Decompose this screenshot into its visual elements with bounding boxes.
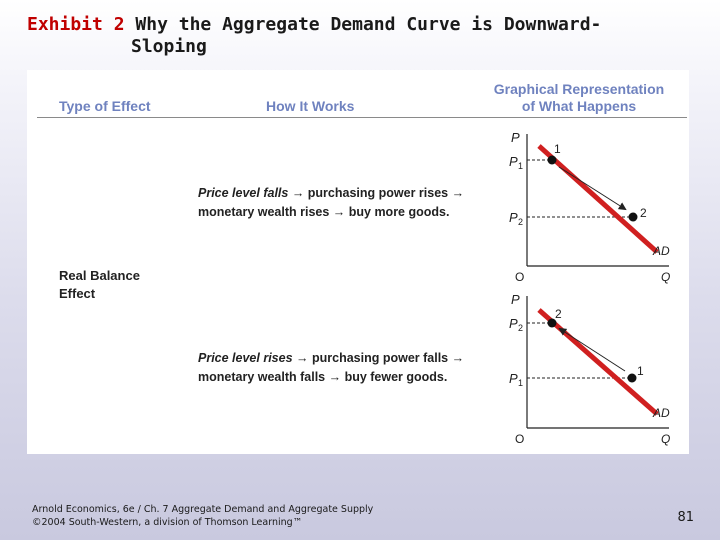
movement-arrow bbox=[558, 166, 627, 211]
point-2-label: 2 bbox=[640, 206, 647, 220]
point-2 bbox=[628, 212, 638, 222]
header-type-of-effect: Type of Effect bbox=[59, 98, 151, 114]
upper-price-label: P bbox=[509, 316, 518, 331]
lower-price-label: P bbox=[509, 371, 518, 386]
movement-arrow bbox=[558, 327, 626, 372]
ad-label: AD bbox=[652, 406, 670, 420]
header-divider bbox=[37, 117, 687, 118]
title-line1: Why the Aggregate Demand Curve is Downwa… bbox=[135, 14, 602, 35]
point-2-label: 2 bbox=[555, 307, 562, 321]
graph-price-rises-svg: P P 2 P 1 2 1 AD O Q bbox=[509, 292, 670, 446]
origin-label: O bbox=[515, 432, 524, 446]
how-rises-rest: → purchasing power falls → bbox=[292, 351, 465, 365]
footer-line1: Arnold Economics, 6e / Ch. 7 Aggregate D… bbox=[32, 504, 374, 515]
upper-price-label: P bbox=[509, 154, 518, 169]
x-axis-label: Q bbox=[661, 432, 670, 446]
lower-price-sub: 1 bbox=[518, 378, 523, 388]
x-axis-label: Q bbox=[661, 270, 670, 284]
graph-price-falls-svg: P P 1 P 2 1 2 AD O Q bbox=[509, 130, 670, 284]
point-1 bbox=[627, 373, 637, 383]
footer-line2: ©2004 South-Western, a division of Thoms… bbox=[32, 517, 303, 528]
how-it-works-falls: Price level falls → purchasing power ris… bbox=[198, 184, 488, 222]
exhibit-panel: Type of Effect How It Works Graphical Re… bbox=[27, 70, 689, 454]
graph-price-falls: P P 1 P 2 1 2 AD O Q bbox=[497, 128, 677, 288]
header-graph-line1: Graphical Representation bbox=[493, 81, 665, 97]
y-axis-label: P bbox=[511, 130, 520, 145]
header-graph-line2: of What Happens bbox=[521, 98, 637, 114]
how-rises-italic: Price level rises bbox=[198, 351, 293, 365]
title-line2: Sloping bbox=[131, 36, 207, 57]
how-it-works-rises: Price level rises → purchasing power fal… bbox=[198, 349, 488, 387]
how-falls-line2: monetary wealth rises → buy more goods. bbox=[198, 205, 450, 219]
graph-price-rises: P P 2 P 1 2 1 AD O Q bbox=[497, 290, 677, 450]
effect-line1: Real Balance bbox=[59, 268, 140, 283]
upper-price-sub: 2 bbox=[518, 323, 523, 333]
lower-price-label: P bbox=[509, 210, 518, 225]
effect-name: Real Balance Effect bbox=[59, 267, 140, 303]
how-falls-rest: → purchasing power rises → bbox=[288, 186, 465, 200]
page-number: 81 bbox=[677, 510, 694, 525]
lower-price-sub: 2 bbox=[518, 217, 523, 227]
ad-curve bbox=[537, 144, 659, 254]
y-axis-label: P bbox=[511, 292, 520, 307]
origin-label: O bbox=[515, 270, 524, 284]
point-1-label: 1 bbox=[637, 364, 644, 378]
slide-footer: Arnold Economics, 6e / Ch. 7 Aggregate D… bbox=[32, 503, 373, 529]
ad-curve bbox=[537, 308, 659, 416]
how-falls-italic: Price level falls bbox=[198, 186, 289, 200]
point-1 bbox=[547, 155, 557, 165]
point-1-label: 1 bbox=[554, 142, 561, 156]
ad-label: AD bbox=[652, 244, 670, 258]
point-2 bbox=[547, 318, 557, 328]
header-graphical-representation: Graphical Representation of What Happens bbox=[484, 81, 674, 115]
header-how-it-works: How It Works bbox=[266, 98, 355, 114]
effect-line2: Effect bbox=[59, 286, 96, 301]
exhibit-label: Exhibit 2 bbox=[27, 14, 125, 35]
upper-price-sub: 1 bbox=[518, 161, 523, 171]
how-rises-line2: monetary wealth falls → buy fewer goods. bbox=[198, 370, 448, 384]
slide-title: Exhibit 2 Why the Aggregate Demand Curve… bbox=[27, 14, 707, 58]
